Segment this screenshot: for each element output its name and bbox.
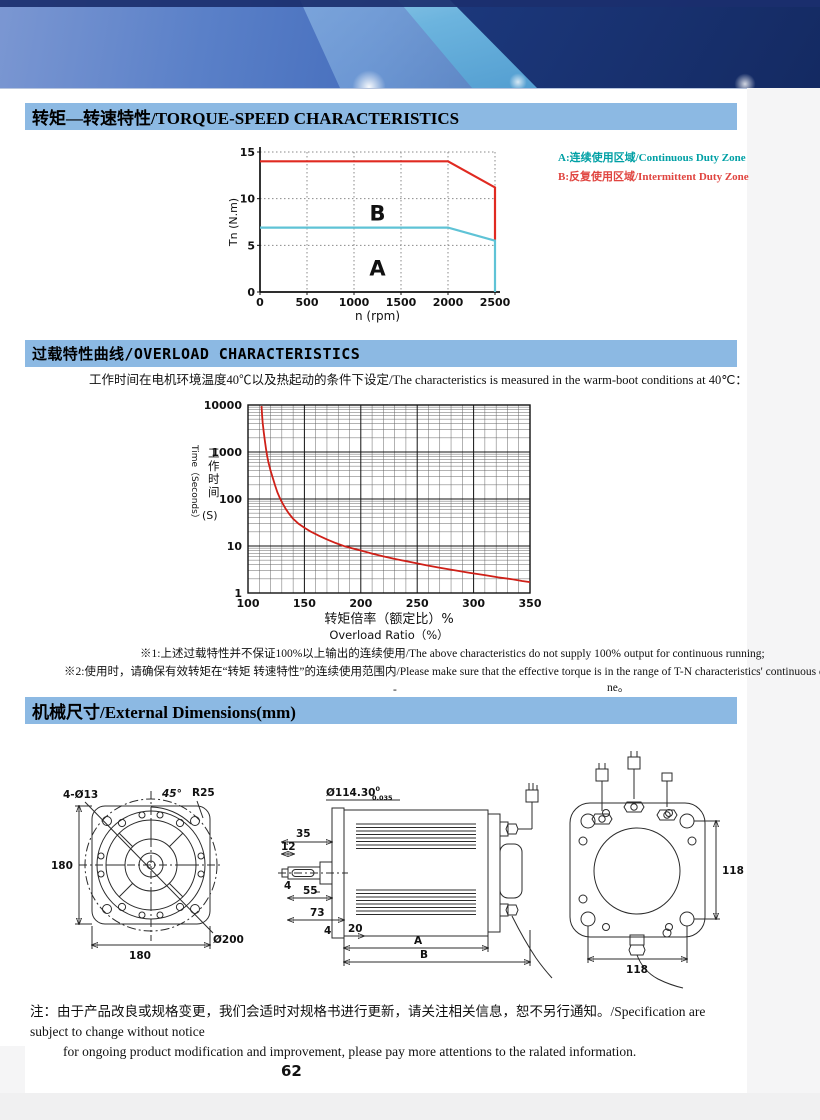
front-width-label: 180 (129, 950, 151, 962)
svg-text:15: 15 (240, 146, 255, 159)
svg-text:2000: 2000 (433, 296, 464, 309)
side-tip-len-label: 12 (281, 841, 296, 853)
svg-text:250: 250 (406, 597, 429, 610)
side-shaft-dia-value: Ø114.30 (326, 787, 375, 799)
torque-speed-chart: 0 500 1000 1500 2000 2500 0 5 10 15 n (rpm) Tn (N.m… (227, 146, 511, 323)
svg-text:转矩倍率（额定比）%: 转矩倍率（额定比）% (324, 611, 453, 627)
svg-text:200: 200 (349, 597, 372, 610)
svg-text:1000: 1000 (211, 446, 242, 459)
rear-view-drawing: 118 118 (569, 751, 744, 989)
svg-text:Time（Seconds）: Time（Seconds） (189, 444, 200, 523)
rear-height-label: 118 (722, 865, 744, 877)
svg-text:2500: 2500 (480, 296, 511, 309)
svg-text:0: 0 (247, 286, 255, 299)
overload-note-2: ※2:使用时，请确保有效转矩在“转矩 转速特性”的连续使用范围内/Please … (64, 666, 820, 678)
page-margin (0, 1093, 820, 1120)
front-outer-dia-label: Ø200 (213, 934, 244, 946)
front-height-label: 180 (51, 860, 73, 872)
side-front-len-label: 73 (310, 907, 325, 919)
banner-glow (508, 72, 528, 88)
footer-note-line1: 注：由于产品改良或规格变更，我们会适时对规格书进行更新，请关注相关信息，恕不另行… (30, 1004, 706, 1039)
svg-text:工作时间: 工作时间 (208, 446, 220, 499)
overload-condition-note: 工作时间在电机环境温度40℃以及热起动的条件下设定/The characteri… (89, 373, 748, 387)
side-shaft-dia-label: Ø114.300 0.035 (326, 785, 393, 802)
section-title-dimensions: 机械尺寸/External Dimensions(mm) (25, 697, 737, 724)
banner-top-strip (0, 0, 820, 7)
side-shaft-len-label: 35 (296, 828, 311, 840)
banner-glow (350, 68, 388, 88)
svg-text:500: 500 (296, 296, 319, 309)
svg-text:100: 100 (219, 493, 242, 506)
svg-text:1: 1 (234, 587, 242, 600)
front-hole-note-label: 4-Ø13 (63, 789, 98, 801)
side-dim-a-label: A (414, 935, 423, 947)
svg-text:150: 150 (293, 597, 316, 610)
side-step1-label: 4 (284, 880, 291, 892)
overload-note-overflow: ne。 (607, 682, 630, 694)
svg-text:10: 10 (227, 540, 243, 553)
overload-note-dash: - (393, 684, 397, 696)
section-title-overload: 过载特性曲线/OVERLOAD CHARACTERISTICS (25, 340, 737, 367)
legend-continuous-duty: A:连续使用区域/Continuous Duty Zone (558, 152, 746, 164)
section-title-torque-speed: 转矩—转速特性/TORQUE-SPEED CHARACTERISTICS (25, 103, 737, 130)
side-cap-len-label: 20 (348, 923, 363, 935)
svg-text:1000: 1000 (339, 296, 370, 309)
overload-note-1: ※1:上述过载特性并不保证100%以上输出的连续使用/The above cha… (140, 648, 765, 660)
header-banner (0, 0, 820, 89)
side-step2-label: 4 (324, 925, 331, 937)
svg-text:0: 0 (256, 296, 264, 309)
legend-intermittent-duty: B:反复使用区域/Intermittent Duty Zone (558, 171, 749, 183)
side-tol-lower: 0.035 (372, 794, 393, 802)
svg-text:100: 100 (237, 597, 260, 610)
page-margin (747, 88, 820, 1093)
banner-glow (733, 72, 757, 88)
side-view-drawing: Ø114.300 0.035 35 12 4 55 73 4 20 A B (278, 783, 553, 979)
svg-text:(S): (S) (202, 509, 218, 522)
svg-text:300: 300 (462, 597, 485, 610)
front-angle-label: 45° (161, 788, 182, 800)
svg-text:5: 5 (247, 239, 255, 252)
footer-note: 注：由于产品改良或规格变更，我们会适时对规格书进行更新，请关注相关信息，恕不另行… (30, 1002, 736, 1062)
svg-text:Overload Ratio（%）: Overload Ratio（%） (329, 628, 448, 642)
svg-text:1500: 1500 (386, 296, 417, 309)
front-view-drawing: 4-Ø13 45° R25 180 180 Ø200 (51, 787, 244, 962)
footer-note-line2: for ongoing product modification and imp… (63, 1044, 637, 1059)
page-margin (0, 1046, 25, 1093)
page-number: 62 (281, 1062, 302, 1080)
overload-chart: 100 150 200 250 300 350 1 10 100 1000 10000 转矩倍率（额定… (189, 399, 542, 642)
side-key-len-label: 55 (303, 885, 318, 897)
svg-text:Tn (N.m): Tn (N.m) (227, 198, 240, 247)
svg-text:10000: 10000 (204, 399, 243, 412)
duty-zone-legend: A:连续使用区域/Continuous Duty Zone B:反复使用区域/I… (558, 149, 749, 187)
svg-text:10: 10 (240, 193, 256, 206)
svg-text:350: 350 (519, 597, 542, 610)
svg-text:B: B (369, 202, 385, 226)
side-tol-upper: 0 (375, 785, 380, 793)
rear-width-label: 118 (626, 964, 648, 976)
svg-text:A: A (369, 257, 386, 281)
svg-text:n (rpm): n (rpm) (355, 309, 400, 323)
front-corner-radius-label: R25 (192, 787, 215, 799)
side-dim-b-label: B (420, 949, 428, 961)
